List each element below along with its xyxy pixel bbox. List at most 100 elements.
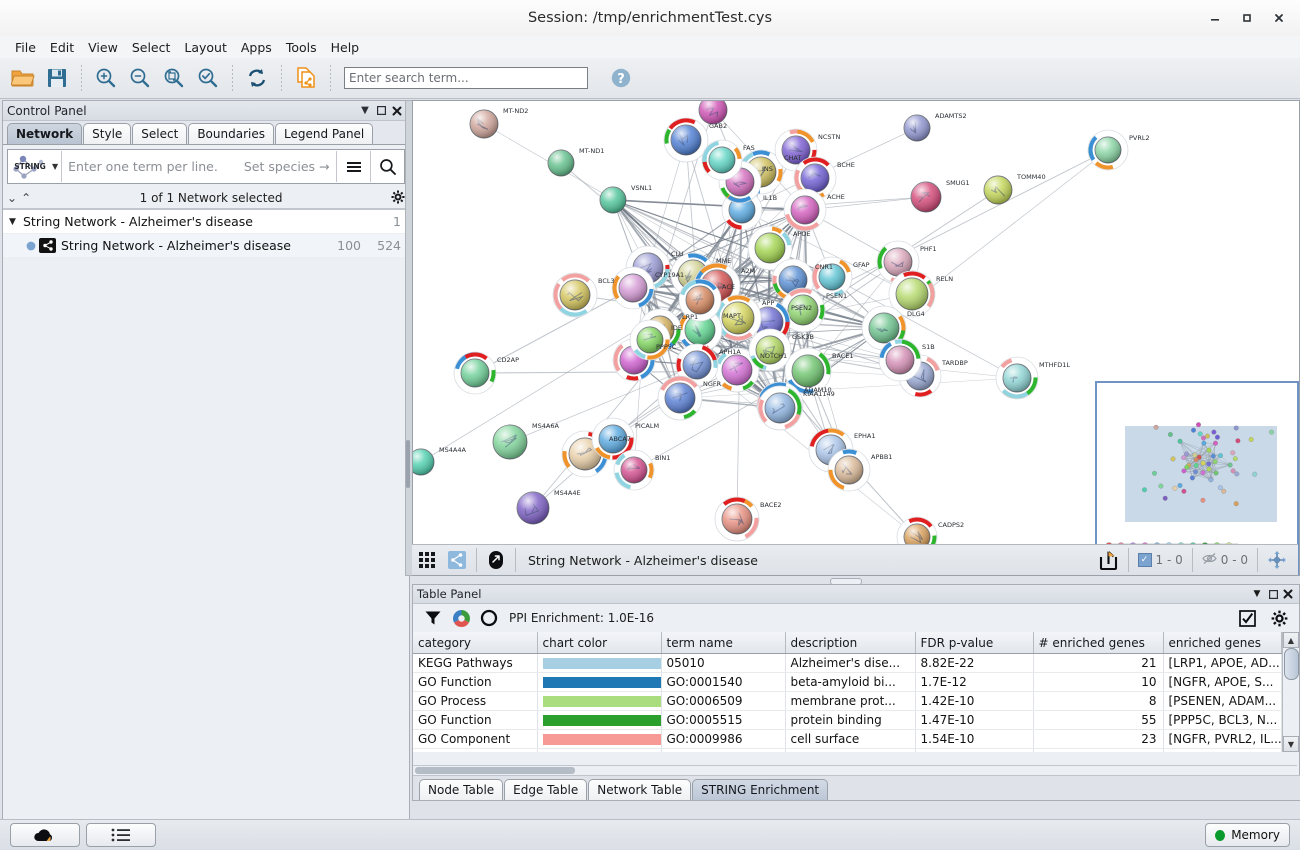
menu-file[interactable]: File [15, 39, 36, 55]
hamburger-icon[interactable] [337, 151, 370, 182]
collapse-all-icon[interactable]: ⌄ [7, 191, 18, 205]
chevron-down-icon[interactable]: ▼ [361, 105, 369, 116]
horizontal-scrollbar-thumb[interactable] [415, 767, 575, 774]
species-dropdown-caret-icon[interactable]: ▼ [52, 162, 59, 171]
search-input[interactable]: Enter search term... [344, 67, 588, 89]
filter-funnel-icon[interactable] [419, 606, 447, 630]
network-node[interactable] [888, 270, 936, 318]
zoom-selected-icon[interactable] [191, 61, 225, 95]
column-header-fdr[interactable]: FDR p-value [915, 632, 1034, 654]
float-panel-icon[interactable] [373, 103, 389, 119]
scroll-down-icon[interactable]: ▼ [1283, 736, 1299, 752]
network-node[interactable] [738, 149, 784, 195]
tab-edge-table[interactable]: Edge Table [504, 779, 588, 800]
network-node[interactable] [677, 307, 723, 353]
open-folder-icon[interactable] [6, 61, 40, 95]
network-node[interactable] [453, 351, 497, 395]
menu-edit[interactable]: Edit [49, 39, 75, 55]
tab-node-table[interactable]: Node Table [419, 779, 504, 800]
string-term-input[interactable]: Enter one term per line. Set species → [62, 159, 336, 174]
menu-apps[interactable]: Apps [240, 39, 272, 55]
table-vertical-scrollbar[interactable]: ▲ ▼ [1282, 632, 1299, 752]
list-icon[interactable] [86, 823, 156, 847]
network-node[interactable] [492, 424, 528, 460]
scrollbar-thumb[interactable] [1284, 648, 1299, 680]
export-network-icon[interactable] [289, 61, 323, 95]
string-app-icon[interactable] [442, 546, 472, 574]
network-node[interactable] [714, 496, 760, 542]
float-panel-icon[interactable] [1265, 586, 1281, 602]
chevron-down-icon[interactable]: ▼ [1253, 589, 1261, 599]
menu-help[interactable]: Help [330, 39, 360, 55]
set-species-link[interactable]: Set species → [243, 159, 330, 174]
network-node[interactable] [827, 448, 871, 492]
zoom-out-icon[interactable] [123, 61, 157, 95]
table-row[interactable]: GO Component GO:0009986 cell surface 1.54E-… [413, 729, 1282, 749]
menu-view[interactable]: View [88, 39, 118, 55]
menu-layout[interactable]: Layout [184, 39, 227, 55]
checkbox-icon[interactable] [1233, 606, 1261, 630]
network-node[interactable] [748, 328, 792, 372]
column-header-enriched-genes[interactable]: enriched genes [1163, 632, 1282, 654]
network-node[interactable] [599, 186, 627, 214]
tab-network-table[interactable]: Network Table [588, 779, 692, 800]
network-node[interactable] [983, 175, 1013, 205]
help-icon[interactable]: ? [604, 61, 638, 95]
network-node[interactable] [910, 181, 942, 213]
network-node[interactable] [591, 417, 635, 461]
close-panel-icon[interactable] [1281, 586, 1295, 602]
network-node[interactable] [629, 319, 671, 361]
grid-layout-icon[interactable] [412, 546, 442, 574]
network-node[interactable] [784, 347, 832, 395]
network-node[interactable] [1087, 129, 1129, 171]
scroll-up-icon[interactable]: ▲ [1283, 632, 1299, 648]
selected-nodes-indicator[interactable]: ✓ 1 - 0 [1133, 553, 1188, 567]
network-node[interactable] [903, 114, 931, 142]
table-row[interactable]: KEGG Pathways 05010 Alzheimer's dise... 8.8… [413, 653, 1282, 673]
settings-gear-icon[interactable] [1265, 606, 1293, 630]
close-icon[interactable] [1264, 4, 1294, 32]
network-node[interactable] [675, 343, 719, 387]
search-icon[interactable] [371, 151, 404, 182]
network-node[interactable] [613, 449, 655, 491]
network-node[interactable] [698, 101, 728, 125]
memory-button[interactable]: Memory [1205, 823, 1290, 847]
enrichment-table[interactable]: category chart color term name descripti… [413, 632, 1297, 752]
network-node[interactable] [747, 225, 793, 271]
settings-gear-icon[interactable] [391, 190, 405, 207]
tab-legend-panel[interactable]: Legend Panel [275, 123, 374, 144]
annotation-icon[interactable] [481, 546, 511, 574]
save-icon[interactable] [40, 61, 74, 95]
fit-content-icon[interactable] [1262, 546, 1292, 574]
column-header-term-name[interactable]: term name [661, 632, 786, 654]
tree-child-row[interactable]: String Network - Alzheimer's disease 100… [3, 234, 409, 258]
network-node[interactable] [547, 149, 575, 177]
tree-root-row[interactable]: ▼ String Network - Alzheimer's disease 1 [3, 210, 409, 234]
network-node[interactable] [413, 448, 435, 476]
chevron-down-icon[interactable]: ▼ [9, 216, 16, 227]
menu-tools[interactable]: Tools [285, 39, 317, 55]
table-row[interactable]: GO Function GO:0001540 beta-amyloid bi... 1… [413, 672, 1282, 692]
tab-boundaries[interactable]: Boundaries [188, 123, 274, 144]
network-node[interactable] [678, 278, 722, 322]
tab-select[interactable]: Select [132, 123, 188, 144]
table-row[interactable]: GO Process GO:0051049regulation of tra...… [413, 748, 1282, 752]
maximize-icon[interactable] [1232, 4, 1262, 32]
network-scrollbar-thumb[interactable] [406, 440, 410, 488]
network-node[interactable] [771, 258, 815, 302]
donut-chart-icon[interactable] [475, 606, 503, 630]
network-node[interactable] [861, 305, 907, 351]
expand-all-icon[interactable]: ⌃ [21, 191, 32, 205]
cloud-icon[interactable] [10, 823, 80, 847]
horizontal-splitter[interactable] [412, 576, 1298, 585]
table-row[interactable]: GO Function GO:0005515 protein binding 1.47… [413, 710, 1282, 730]
export-image-icon[interactable] [1094, 546, 1124, 574]
network-node[interactable] [811, 256, 853, 298]
table-row[interactable]: GO Process GO:0006509 membrane prot... 1.42… [413, 691, 1282, 711]
zoom-in-icon[interactable] [89, 61, 123, 95]
network-canvas[interactable]: MT-ND2 MT-ND1 VSNL1 CD2AP MS4A6A MS4A4A MS4A4E… [412, 100, 1300, 576]
column-header-chart-color[interactable]: chart color [537, 632, 662, 654]
column-header-enriched-count[interactable]: # enriched genes [1033, 632, 1164, 654]
network-node[interactable] [663, 117, 709, 163]
network-node[interactable] [516, 491, 550, 525]
